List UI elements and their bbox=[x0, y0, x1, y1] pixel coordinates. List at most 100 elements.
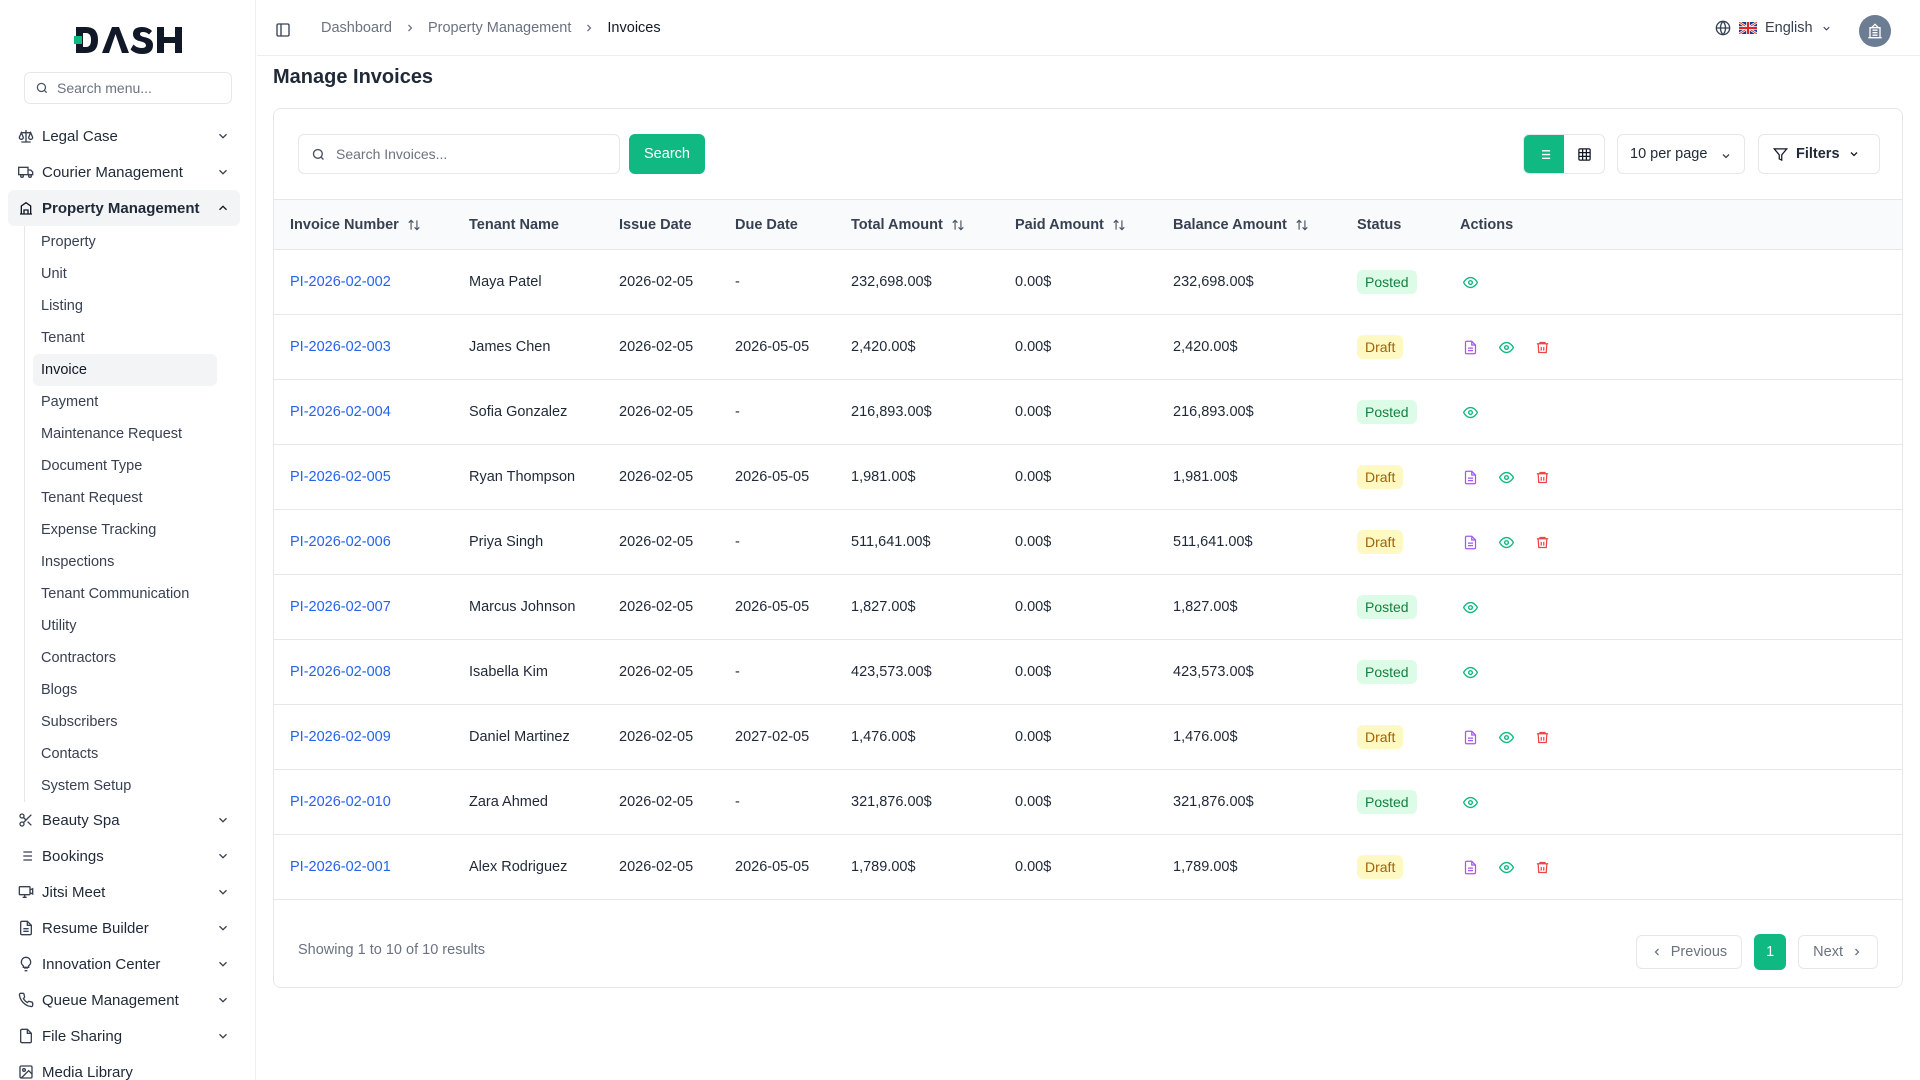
paid-amount-cell: 0.00$ bbox=[1015, 404, 1052, 420]
issue-date-cell: 2026-02-05 bbox=[619, 859, 694, 875]
column-header-invoice-number[interactable]: Invoice Number bbox=[274, 200, 453, 250]
invoice-link[interactable]: PI-2026-02-003 bbox=[290, 339, 391, 355]
eye-icon[interactable] bbox=[1496, 857, 1516, 877]
sidebar-search[interactable] bbox=[24, 72, 232, 104]
invoice-link[interactable]: PI-2026-02-001 bbox=[290, 859, 391, 875]
invoice-link[interactable]: PI-2026-02-005 bbox=[290, 469, 391, 485]
sidebar-subitem-blogs[interactable]: Blogs bbox=[41, 682, 78, 698]
filters-button[interactable]: Filters bbox=[1758, 134, 1880, 174]
sidebar-subitem-unit[interactable]: Unit bbox=[41, 266, 67, 282]
sidebar-item-beauty-spa[interactable]: Beauty Spa bbox=[8, 802, 240, 838]
sidebar-item-bookings[interactable]: Bookings bbox=[8, 838, 240, 874]
eye-icon[interactable] bbox=[1496, 727, 1516, 747]
sidebar-subitem-property[interactable]: Property bbox=[41, 234, 96, 250]
sidebar-item-queue-management[interactable]: Queue Management bbox=[8, 982, 240, 1018]
invoice-search-input[interactable] bbox=[336, 146, 606, 162]
invoice-link[interactable]: PI-2026-02-008 bbox=[290, 664, 391, 680]
status-badge: Posted bbox=[1357, 790, 1417, 814]
sidebar-item-media-library[interactable]: Media Library bbox=[8, 1054, 240, 1080]
row-actions bbox=[1460, 402, 1902, 422]
trash-icon[interactable] bbox=[1532, 467, 1552, 487]
eye-icon[interactable] bbox=[1460, 792, 1480, 812]
document-icon[interactable] bbox=[1460, 467, 1480, 487]
sidebar-subitem-contractors[interactable]: Contractors bbox=[41, 650, 116, 666]
column-header-total-amount[interactable]: Total Amount bbox=[835, 200, 999, 250]
eye-icon[interactable] bbox=[1496, 337, 1516, 357]
sidebar-subitem-utility[interactable]: Utility bbox=[41, 618, 77, 634]
row-actions bbox=[1460, 272, 1902, 292]
invoice-link[interactable]: PI-2026-02-002 bbox=[290, 274, 391, 290]
column-header-balance-amount[interactable]: Balance Amount bbox=[1157, 200, 1341, 250]
eye-icon[interactable] bbox=[1496, 467, 1516, 487]
trash-icon[interactable] bbox=[1532, 337, 1552, 357]
breadcrumb-dashboard[interactable]: Dashboard bbox=[321, 20, 392, 36]
document-icon[interactable] bbox=[1460, 532, 1480, 552]
invoice-link[interactable]: PI-2026-02-004 bbox=[290, 404, 391, 420]
chevron-down-icon bbox=[219, 1033, 227, 1039]
eye-icon[interactable] bbox=[1460, 402, 1480, 422]
sidebar-subitem-system-setup[interactable]: System Setup bbox=[41, 778, 132, 794]
sidebar-search-input[interactable] bbox=[57, 80, 217, 96]
total-amount-cell: 2,420.00$ bbox=[851, 339, 916, 355]
status-badge: Posted bbox=[1357, 400, 1417, 424]
user-avatar[interactable] bbox=[1859, 15, 1891, 47]
per-page-select[interactable]: 10 per page bbox=[1617, 134, 1745, 174]
column-header-paid-amount[interactable]: Paid Amount bbox=[999, 200, 1157, 250]
total-amount-cell: 216,893.00$ bbox=[851, 404, 932, 420]
sort-icon bbox=[408, 219, 420, 231]
sidebar-item-jitsi-meet[interactable]: Jitsi Meet bbox=[8, 874, 240, 910]
brand-logo[interactable] bbox=[74, 20, 186, 60]
sidebar-item-property-management[interactable]: Property Management bbox=[8, 190, 240, 226]
breadcrumb-property-management[interactable]: Property Management bbox=[427, 20, 572, 36]
document-icon[interactable] bbox=[1460, 727, 1480, 747]
chevron-right-icon bbox=[587, 24, 592, 32]
trash-icon[interactable] bbox=[1532, 532, 1552, 552]
previous-page-button[interactable]: Previous bbox=[1635, 935, 1743, 969]
sidebar-subitem-inspections[interactable]: Inspections bbox=[41, 554, 115, 570]
sidebar-subitem-invoice[interactable]: Invoice bbox=[33, 354, 217, 386]
search-button[interactable]: Search bbox=[629, 134, 705, 174]
sidebar-subitem-payment[interactable]: Payment bbox=[41, 394, 99, 410]
sidebar-subitem-tenant-communication[interactable]: Tenant Communication bbox=[41, 586, 190, 602]
invoice-search[interactable] bbox=[298, 134, 620, 174]
sidebar-item-innovation-center[interactable]: Innovation Center bbox=[8, 946, 240, 982]
row-actions bbox=[1460, 792, 1902, 812]
list-view-button[interactable] bbox=[1524, 135, 1564, 173]
eye-icon[interactable] bbox=[1460, 272, 1480, 292]
grid-view-button[interactable] bbox=[1564, 135, 1604, 173]
sidebar-subitem-listing[interactable]: Listing bbox=[41, 298, 83, 314]
sidebar-item-legal-case[interactable]: Legal Case bbox=[8, 118, 240, 154]
sidebar-subitem-expense-tracking[interactable]: Expense Tracking bbox=[41, 522, 157, 538]
invoice-link[interactable]: PI-2026-02-009 bbox=[290, 729, 391, 745]
status-cell: Posted bbox=[1341, 770, 1444, 835]
breadcrumb-invoices: Invoices bbox=[607, 20, 661, 36]
eye-icon[interactable] bbox=[1460, 662, 1480, 682]
total-amount-cell: 232,698.00$ bbox=[851, 274, 932, 290]
page-number-button[interactable]: 1 bbox=[1754, 934, 1787, 970]
sidebar-subitem-document-type[interactable]: Document Type bbox=[41, 458, 143, 474]
invoice-link[interactable]: PI-2026-02-007 bbox=[290, 599, 391, 615]
document-icon[interactable] bbox=[1460, 857, 1480, 877]
trash-icon[interactable] bbox=[1532, 727, 1552, 747]
sidebar-item-courier-management[interactable]: Courier Management bbox=[8, 154, 240, 190]
sidebar-subitem-contacts[interactable]: Contacts bbox=[41, 746, 99, 762]
chevron-down-icon bbox=[219, 961, 227, 967]
eye-icon[interactable] bbox=[1460, 597, 1480, 617]
sort-icon bbox=[1296, 219, 1308, 231]
lightbulb-icon bbox=[18, 956, 34, 972]
invoice-link[interactable]: PI-2026-02-010 bbox=[290, 794, 391, 810]
next-page-button[interactable]: Next bbox=[1798, 935, 1878, 969]
trash-icon[interactable] bbox=[1532, 857, 1552, 877]
sidebar-subitem-tenant-request[interactable]: Tenant Request bbox=[41, 490, 143, 506]
sidebar-toggle-icon[interactable] bbox=[275, 22, 291, 43]
document-icon[interactable] bbox=[1460, 337, 1480, 357]
sidebar-subitem-tenant[interactable]: Tenant bbox=[41, 330, 85, 346]
sidebar-item-resume-builder[interactable]: Resume Builder bbox=[8, 910, 240, 946]
column-label: Paid Amount bbox=[1015, 216, 1104, 233]
sidebar-subitem-maintenance-request[interactable]: Maintenance Request bbox=[41, 426, 183, 442]
eye-icon[interactable] bbox=[1496, 532, 1516, 552]
sidebar-item-file-sharing[interactable]: File Sharing bbox=[8, 1018, 240, 1054]
sidebar-subitem-subscribers[interactable]: Subscribers bbox=[41, 714, 118, 730]
language-selector[interactable]: English bbox=[1715, 20, 1832, 36]
invoice-link[interactable]: PI-2026-02-006 bbox=[290, 534, 391, 550]
